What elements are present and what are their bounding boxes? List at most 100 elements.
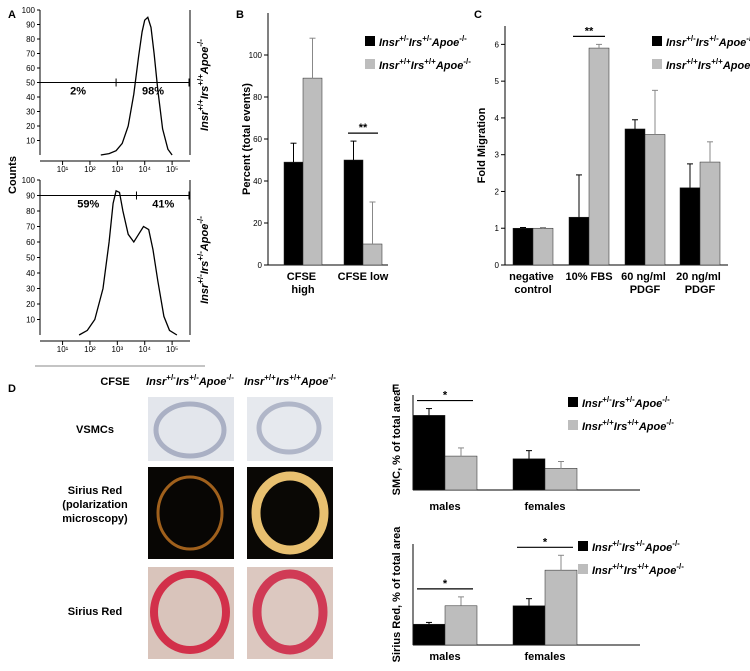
bar [532,227,554,266]
row-label: (polarization [62,499,128,511]
bar [588,47,610,266]
bar [343,159,364,266]
x-tick-label: 20 ng/ml PDGF [676,271,724,296]
y-tick-label: 20 [253,219,262,228]
y-tick-label: 3 [495,151,500,160]
y-tick-label: 50 [26,254,35,263]
y-tick-label: 80 [253,93,262,102]
micrographs [148,397,333,659]
bar [644,134,666,266]
bar [544,468,578,491]
x-tick-label: 10% FBS [565,271,612,283]
y-axis-label: Percent (total events) [241,83,253,195]
y-tick-label: 40 [26,269,35,278]
y-tick-label: 70 [26,50,35,59]
y-tick-label: 80 [26,207,35,216]
x-tick-label: 60 ng/ml PDGF [621,271,669,296]
x-axis-label: CFSE [100,376,129,388]
legend-label: Insr+/-Irs+/-Apoe-/- [666,34,750,49]
y-tick-label: 60 [26,238,35,247]
gate-label: 2% [70,86,86,98]
y-tick-label: 90 [26,192,35,201]
significance-label: * [443,390,448,402]
x-tick-label: 10⁴ [139,345,152,354]
genotype-label: Insr+/-Irs+/-Apoe-/- [196,216,211,304]
legend-swatch [568,397,578,407]
gate-label: 98% [142,86,164,98]
y-tick-label: 10 [26,316,35,325]
row-label: VSMCs [76,424,114,436]
legend-label: Insr+/-Irs+/-Apoe-/- [582,395,670,410]
y-tick-label: 60 [26,64,35,73]
legend-swatch [365,36,375,46]
legend-swatch [365,59,375,69]
bar [362,243,383,266]
x-tick-label: males [429,651,460,663]
y-tick-label: 40 [253,177,262,186]
y-tick-label: 60 [253,135,262,144]
x-tick-label: CFSE high [287,271,319,296]
micrograph [148,567,234,659]
legend-swatch [652,59,662,69]
y-tick-label: 10 [26,137,35,146]
y-tick-label: 5 [495,77,500,86]
bar [624,128,646,266]
y-tick-label: 80 [26,35,35,44]
x-tick-label: 10² [84,165,96,174]
bar [568,216,590,266]
y-tick-label: 30 [26,108,35,117]
y-tick-label: 30 [26,285,35,294]
row-label: Sirius Red [68,485,122,497]
significance-label: ** [359,122,368,134]
legend-swatch [652,36,662,46]
legend-label: Insr+/-Irs+/-Apoe-/- [379,34,467,49]
y-axis-label: SMC, % of total area [391,389,403,496]
x-tick-label: females [525,651,566,663]
vessel [252,569,328,655]
x-tick-label: males [429,501,460,513]
panel-label: A [8,9,16,21]
bar [283,161,304,266]
bar [444,455,478,491]
bar [444,605,478,646]
row-label: microscopy) [62,513,128,525]
panel-label: B [236,9,244,21]
histogram-curve [100,16,173,156]
legend-label: Insr+/+Irs+/+Apoe-/- [666,57,750,72]
vessel [156,475,224,551]
y-tick-label: 2 [495,187,500,196]
micrograph [148,467,234,559]
y-tick-label: 90 [26,21,35,30]
row-label: Sirius Red [68,606,122,618]
vessel [256,401,322,455]
y-tick-label: 100 [249,51,263,60]
legend-label: Insr+/-Irs+/-Apoe-/- [592,539,680,554]
bar [302,77,323,266]
x-tick-label: 10⁵ [166,165,178,174]
y-tick-label: 70 [26,223,35,232]
bar [512,605,546,646]
bar [412,415,446,491]
bar [512,227,534,266]
y-tick-label: 100 [22,6,36,15]
x-tick-label: 10³ [112,165,124,174]
y-tick-label: 4 [495,114,500,123]
legend-label: Insr+/+Irs+/+Apoe-/- [592,562,684,577]
legend-swatch [568,420,578,430]
histogram-curve [78,189,178,336]
x-tick-label: 10¹ [57,165,69,174]
y-tick-label: 40 [26,93,35,102]
micrograph [148,397,234,461]
y-tick-label: 100 [22,176,36,185]
vessel [153,401,227,459]
x-tick-label: negative control [509,271,557,296]
x-tick-label: 10⁵ [166,345,178,354]
gate-label: 59% [77,199,99,211]
bar [679,187,701,266]
column-header: Insr+/+Irs+/+Apoe-/- [244,373,336,388]
x-tick-label: 10¹ [57,345,69,354]
panel-label: D [8,383,16,395]
column-header: Insr+/-Irs+/-Apoe-/- [146,373,234,388]
panel-label: E [392,383,399,395]
